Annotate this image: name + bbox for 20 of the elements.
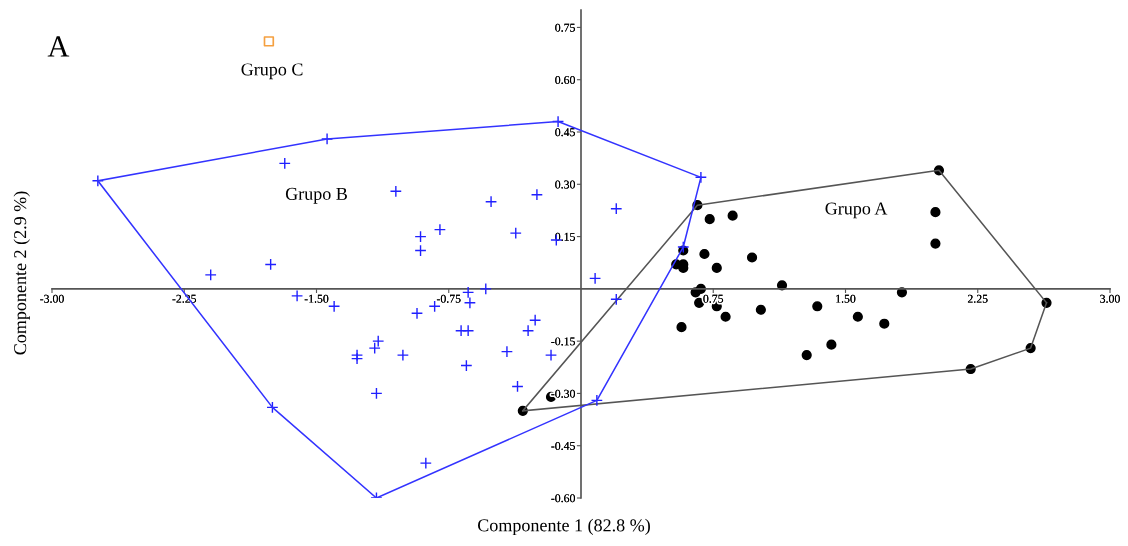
- y-tick-label: 0.30: [555, 180, 575, 189]
- x-tick-label: -1.50: [304, 294, 329, 303]
- text: Grupo A: [825, 202, 888, 219]
- y-tick-label: 0.45: [555, 128, 575, 137]
- y-tick-label: -0.60: [551, 494, 575, 503]
- x-tick-label: 2.25: [967, 294, 988, 303]
- x-tick-label: 1.50: [836, 294, 856, 303]
- series-label: Grupo C: [241, 63, 303, 80]
- y-tick-label: 0.75: [555, 23, 575, 32]
- y-tick-label: -0.15: [551, 337, 575, 346]
- y-axis-title: Componente 2 (2.9 %): [13, 191, 30, 355]
- x-tick-label: -3.00: [40, 294, 64, 303]
- x-tick-label: 0.75: [703, 294, 724, 303]
- x-tick-label: -0.75: [436, 294, 461, 303]
- series-label: Grupo B: [285, 187, 347, 204]
- x-tick-label: 3.00: [1100, 294, 1120, 303]
- x-axis-title: Componente 1 (82.8 %): [477, 518, 650, 536]
- y-tick-label: 0.60: [555, 75, 575, 84]
- annotation: A: [47, 36, 70, 57]
- y-tick-label: -0.45: [551, 441, 575, 450]
